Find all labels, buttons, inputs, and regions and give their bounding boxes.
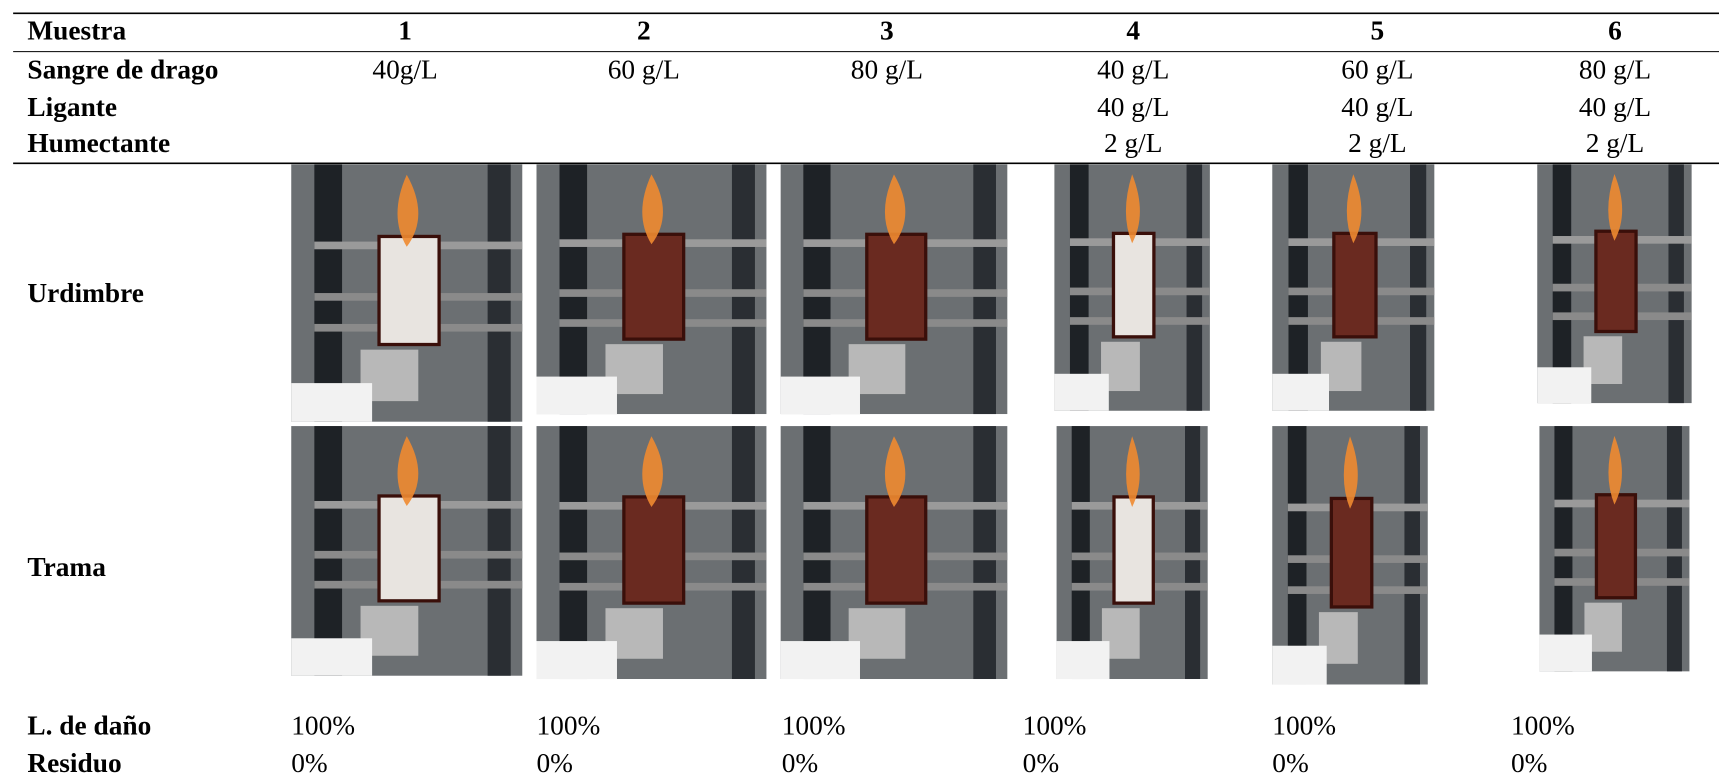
base <box>1539 635 1592 672</box>
photo <box>1054 164 1209 410</box>
sample <box>1596 495 1635 598</box>
page: {"table": { "header": ["Muestra", "1", "… <box>0 0 1719 781</box>
base <box>1272 646 1326 685</box>
row-label: Ligante <box>27 92 117 122</box>
cell: 100% <box>537 711 601 741</box>
photo <box>1539 426 1689 671</box>
sample <box>379 496 439 601</box>
base <box>1054 374 1108 411</box>
row-label: Urdimbre <box>27 278 144 308</box>
cell: 2 g/L <box>1348 128 1407 158</box>
sample <box>624 234 684 339</box>
cell: 0% <box>537 748 573 778</box>
header-cell: 3 <box>880 15 894 45</box>
header-cell: 6 <box>1608 15 1622 45</box>
cell: 100% <box>1511 711 1575 741</box>
sample <box>624 497 684 603</box>
sample <box>379 236 439 344</box>
base <box>537 377 617 414</box>
cell: 0% <box>1511 748 1547 778</box>
cell: 40g/L <box>372 55 437 85</box>
row-label: Trama <box>27 552 106 582</box>
header-cell: 5 <box>1371 15 1385 45</box>
cell: 2 g/L <box>1104 128 1163 158</box>
sample <box>867 234 926 339</box>
photo <box>781 426 1008 679</box>
sample <box>1596 231 1636 331</box>
cell: 40 g/L <box>1097 55 1169 85</box>
cell: 40 g/L <box>1341 92 1413 122</box>
cell: 100% <box>1023 711 1087 741</box>
base <box>291 383 372 422</box>
panel <box>732 164 755 414</box>
row-label: Humectante <box>27 128 170 158</box>
sample <box>1114 497 1153 603</box>
row-label: L. de daño <box>27 711 151 741</box>
header-label: Muestra <box>27 15 126 45</box>
sample <box>867 497 926 603</box>
base <box>1272 374 1329 411</box>
header-cell: 2 <box>637 15 651 45</box>
cell: 100% <box>291 711 355 741</box>
cell: 80 g/L <box>851 55 923 85</box>
header-cell: 1 <box>398 15 412 45</box>
cell: 60 g/L <box>608 55 680 85</box>
base <box>1057 641 1110 679</box>
panel <box>732 426 755 679</box>
base <box>1537 367 1591 403</box>
panel <box>973 164 996 414</box>
base <box>781 641 860 679</box>
photos <box>291 164 1691 684</box>
header-cell: 4 <box>1126 15 1140 45</box>
cell: 60 g/L <box>1341 55 1413 85</box>
photo <box>1057 426 1208 679</box>
sample <box>1113 233 1153 336</box>
sample <box>1331 498 1371 607</box>
cell: 0% <box>1272 748 1308 778</box>
panel <box>973 426 996 679</box>
base <box>781 377 860 414</box>
row-label: Sangre de drago <box>27 55 218 85</box>
cell: 100% <box>1272 711 1336 741</box>
cell: 0% <box>1023 748 1059 778</box>
cell: 40 g/L <box>1579 92 1651 122</box>
photo <box>537 164 767 414</box>
photo <box>1272 164 1434 410</box>
cell: 2 g/L <box>1586 128 1645 158</box>
photo <box>537 426 767 679</box>
panel <box>1185 426 1200 679</box>
sample <box>1334 233 1376 336</box>
cell: 40 g/L <box>1097 92 1169 122</box>
cell: 80 g/L <box>1579 55 1651 85</box>
cell: 100% <box>782 711 846 741</box>
base <box>537 641 617 679</box>
cell: 0% <box>291 748 327 778</box>
table: Muestra 1 2 3 4 5 6 Sangre de drago 40g/L 60 g/L 8… <box>0 0 1719 781</box>
photo <box>291 164 522 421</box>
cell: 0% <box>782 748 818 778</box>
photo <box>1537 164 1691 403</box>
photo <box>1272 426 1427 684</box>
base <box>291 638 372 675</box>
row-label: Residuo <box>27 748 121 778</box>
photo <box>781 164 1008 414</box>
photo <box>291 426 522 676</box>
